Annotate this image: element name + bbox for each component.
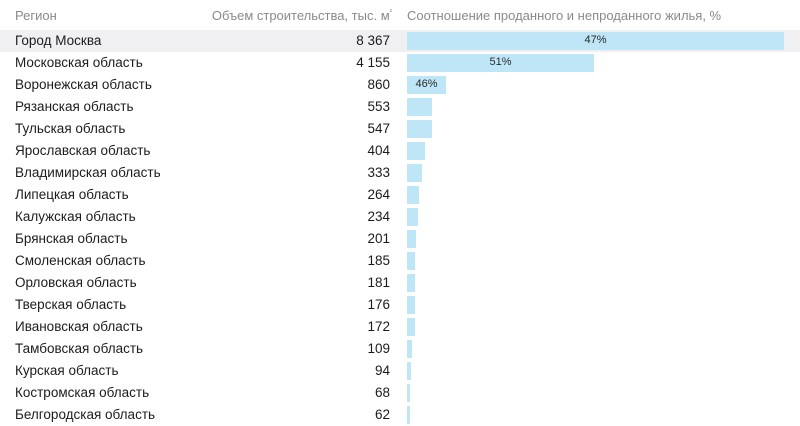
volume-value: 333 [367,165,390,180]
bar [407,296,415,314]
volume-value: 62 [374,407,390,422]
volume-value: 181 [367,275,390,290]
bar-area [407,318,784,336]
table-row: Курская область 94 [0,360,800,382]
volume-value: 860 [367,77,390,92]
table-row: Рязанская область 553 [0,96,800,118]
table-row: Тульская область 547 [0,118,800,140]
bar-label: 47% [584,34,607,46]
region-label: Калужская область [15,209,136,224]
bar-area [407,296,784,314]
region-label: Тверская область [15,297,127,312]
region-label: Тамбовская область [15,341,144,356]
bar-area: 46% [407,76,784,94]
region-label: Орловская область [15,275,137,290]
volume-value: 547 [367,121,390,136]
region-label: Воронежская область [15,77,152,92]
bar [407,120,432,138]
volume-value: 68 [374,385,390,400]
volume-value: 8 367 [356,33,390,48]
bar-area [407,164,784,182]
bar [407,252,415,270]
table-row: Белгородская область 62 [0,404,800,426]
bar-area [407,274,784,292]
volume-value: 404 [367,143,390,158]
region-label: Липецкая область [15,187,129,202]
table-row: Ярославская область 404 [0,140,800,162]
region-label: Костромская область [15,385,150,400]
bar [407,186,419,204]
bar [407,142,425,160]
bar [407,208,418,226]
volume-value: 4 155 [356,55,390,70]
bar-area [407,208,784,226]
bar [407,318,415,336]
column-header-region: Регион [15,8,57,23]
volume-value: 264 [367,187,390,202]
bar [407,362,411,380]
bar [407,384,410,402]
volume-value: 201 [367,231,390,246]
bar-area [407,120,784,138]
region-label: Белгородская область [15,407,156,422]
table-row: Тамбовская область 109 [0,338,800,360]
region-label: Ивановская область [15,319,143,334]
region-label: Брянская область [15,231,128,246]
volume-value: 553 [367,99,390,114]
bar [407,406,410,424]
region-label: Курская область [15,363,119,378]
bar-area [407,362,784,380]
bar-area [407,252,784,270]
table-row: Владимирская область 333 [0,162,800,184]
table-row: Тверская область 176 [0,294,800,316]
volume-value: 172 [367,319,390,334]
table-row: Смоленская область 185 [0,250,800,272]
bar-area [407,230,784,248]
column-header-volume-unit-sup: ² [389,9,392,16]
bar: 47% [407,32,784,50]
bar-area: 51% [407,54,784,72]
bar-label: 51% [489,56,512,68]
region-label: Ярославская область [15,143,151,158]
bar [407,340,412,358]
volume-value: 94 [374,363,390,378]
table-row: Липецкая область 264 [0,184,800,206]
bar-area [407,406,784,424]
region-label: Тульская область [15,121,126,136]
table-row: Московская область 4 155 51% [0,52,800,74]
region-label: Смоленская область [15,253,146,268]
column-header-volume-text: Объем строительства, тыс. м [211,8,390,23]
bar-label: 46% [415,78,438,90]
bar [407,274,415,292]
volume-value: 185 [367,253,390,268]
region-label: Московская область [15,55,143,70]
table-row: Костромская область 68 [0,382,800,404]
table-header: Регион Объем строительства, тыс. м² Соот… [0,0,800,30]
volume-value: 234 [367,209,390,224]
bar [407,164,422,182]
region-label: Владимирская область [15,165,161,180]
table-row: Брянская область 201 [0,228,800,250]
bar: 51% [407,54,594,72]
bar-area [407,98,784,116]
volume-value: 176 [367,297,390,312]
bar: 46% [407,76,446,94]
bar-area: 47% [407,32,784,50]
table-row: Город Москва 8 367 47% [0,30,800,52]
table-row: Калужская область 234 [0,206,800,228]
table-row: Ивановская область 172 [0,316,800,338]
bar [407,230,416,248]
volume-value: 109 [367,341,390,356]
bar-area [407,384,784,402]
table-row: Воронежская область 860 46% [0,74,800,96]
table-row: Орловская область 181 [0,272,800,294]
region-label: Рязанская область [15,99,134,114]
column-header-volume: Объем строительства, тыс. м² [0,8,392,23]
bar-area [407,142,784,160]
bar-area [407,186,784,204]
region-label: Город Москва [15,33,102,48]
bar-area [407,340,784,358]
bar [407,98,432,116]
column-header-ratio: Соотношение проданного и непроданного жи… [407,8,722,23]
